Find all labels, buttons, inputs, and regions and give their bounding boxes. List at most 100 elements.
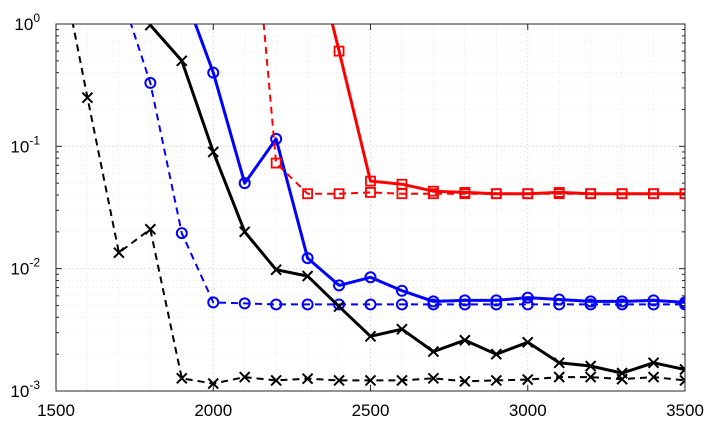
data-point (616, 367, 628, 379)
data-point (521, 291, 534, 304)
data-point (270, 298, 283, 311)
data-point (490, 188, 502, 200)
data-point (584, 295, 597, 308)
data-point (522, 373, 534, 386)
data-point (333, 279, 346, 292)
data-point (207, 146, 219, 158)
data-point (365, 175, 376, 187)
data-point (364, 374, 377, 387)
data-point (301, 252, 314, 265)
series-blue-solid-o (193, 24, 685, 309)
data-point (238, 297, 251, 310)
series-black-solid-x (144, 24, 685, 379)
series-group (71, 24, 685, 390)
data-point (333, 298, 346, 311)
data-point (395, 298, 408, 311)
data-point (427, 345, 440, 358)
data-point (458, 294, 471, 307)
data-point (553, 293, 566, 306)
series-line (129, 24, 685, 306)
data-point (175, 227, 188, 240)
data-point (365, 187, 376, 198)
data-point (270, 264, 282, 276)
data-point (616, 295, 629, 308)
data-point (238, 177, 251, 190)
data-point (207, 296, 220, 309)
data-point (616, 188, 628, 200)
data-point (396, 178, 408, 190)
y-tick-label: 10-3 (10, 378, 40, 401)
data-point (333, 45, 345, 57)
data-point (396, 323, 408, 335)
data-point (144, 76, 157, 89)
data-point (364, 298, 377, 311)
data-point (238, 371, 251, 383)
x-tick-label: 3000 (509, 401, 547, 420)
data-point (490, 374, 503, 387)
data-point (427, 372, 440, 385)
data-point (396, 374, 408, 387)
data-point (270, 132, 283, 145)
data-point (364, 271, 377, 284)
data-point (176, 55, 188, 67)
data-point (301, 270, 314, 282)
data-point (301, 373, 314, 385)
data-point (238, 226, 251, 238)
data-point (395, 284, 408, 297)
data-point (333, 374, 345, 387)
data-point (333, 300, 345, 313)
data-point (647, 294, 660, 307)
data-point (584, 371, 597, 383)
series-black-dashed-x (71, 24, 685, 390)
data-point (679, 363, 685, 376)
x-tick-labels: 1500 2000 2500 3000 3500 (37, 401, 704, 420)
series-line (193, 24, 685, 304)
data-point (427, 185, 439, 197)
data-point (648, 188, 659, 200)
data-point (176, 372, 188, 385)
data-point (490, 348, 503, 360)
series-line (330, 24, 685, 196)
data-point (364, 330, 377, 343)
data-point (679, 374, 685, 387)
data-point (647, 371, 660, 383)
data-point (333, 188, 345, 200)
y-tick-labels: 100 10-1 10-2 10-3 (10, 11, 40, 401)
data-point (301, 298, 314, 311)
x-tick-label: 2500 (352, 401, 390, 420)
x-tick-label: 2000 (194, 401, 232, 420)
data-point (521, 298, 534, 311)
y-tick-label: 10-2 (10, 256, 40, 279)
data-point (144, 223, 157, 235)
x-tick-label: 3500 (666, 401, 704, 420)
data-point (553, 357, 565, 369)
data-point (459, 334, 471, 346)
data-point (459, 187, 471, 198)
data-point (144, 24, 157, 31)
y-tick-label: 100 (14, 11, 40, 34)
data-point (270, 374, 282, 387)
data-point (207, 66, 220, 79)
data-point (207, 377, 219, 390)
data-point (490, 294, 503, 307)
ticks (55, 23, 686, 392)
data-point (113, 247, 125, 259)
series-red-solid-s (330, 24, 685, 200)
data-point (553, 187, 565, 198)
data-point (584, 360, 597, 372)
data-point (679, 296, 685, 309)
data-point (459, 375, 471, 388)
data-point (270, 157, 282, 169)
y-tick-label: 10-1 (10, 133, 40, 156)
data-point (585, 188, 597, 200)
data-point (522, 336, 534, 349)
data-point (679, 188, 685, 200)
data-point (553, 371, 565, 383)
data-point (522, 188, 534, 200)
x-tick-label: 1500 (37, 401, 75, 420)
data-point (427, 295, 440, 308)
data-point (81, 91, 94, 104)
data-point (302, 188, 314, 200)
data-point (647, 357, 660, 369)
